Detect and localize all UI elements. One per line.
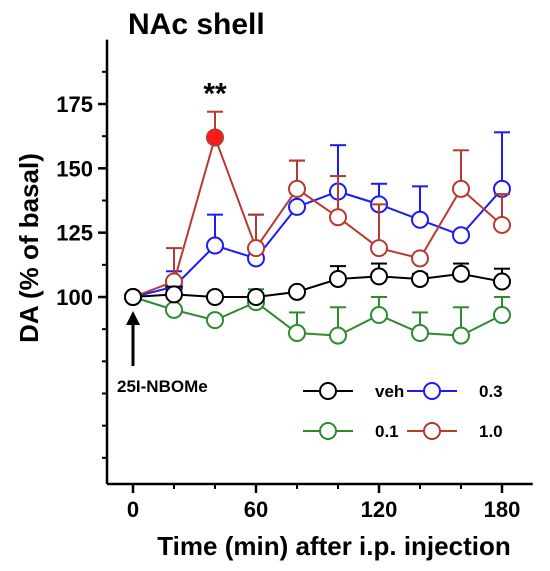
y-tick-label: 175 <box>56 92 93 117</box>
data-point <box>411 324 429 343</box>
data-point <box>329 269 347 288</box>
legend-marker <box>423 382 441 400</box>
data-point <box>452 326 470 345</box>
series-line <box>132 296 503 337</box>
significance-marker: ** <box>203 78 227 111</box>
data-point <box>288 324 306 343</box>
plot-area: ** 25I-NBOMe <box>117 78 511 396</box>
legend-marker <box>423 422 441 440</box>
data-point <box>370 267 388 286</box>
data-point <box>288 197 306 216</box>
x-tick-label: 0 <box>127 497 139 522</box>
data-point <box>411 269 429 288</box>
data-point <box>165 285 183 304</box>
data-point <box>370 239 388 258</box>
injection-arrow-head <box>126 311 140 325</box>
x-tick-label: 120 <box>361 497 398 522</box>
y-axis-label: DA (% of basal) <box>14 153 44 343</box>
data-point <box>247 239 265 258</box>
data-point <box>206 311 224 330</box>
legend-item-0-3: 0.3 <box>407 382 503 401</box>
data-point <box>452 226 470 245</box>
axes: 100 125 150 175 0 60 120 180 <box>56 39 533 522</box>
series-0-1 <box>124 288 511 345</box>
y-tick-label: 100 <box>56 285 93 310</box>
data-point <box>165 300 183 319</box>
legend-item-1-0: 1.0 <box>407 422 503 441</box>
y-tick-label: 125 <box>56 221 93 246</box>
legend-label: 1.0 <box>479 422 503 441</box>
injection-label: 25I-NBOMe <box>117 377 208 396</box>
data-point <box>329 208 347 227</box>
series-0-3 <box>124 131 511 306</box>
y-tick-label: 150 <box>56 156 93 181</box>
data-point <box>493 306 511 325</box>
legend-marker <box>319 382 337 400</box>
series-veh <box>124 262 511 306</box>
data-point <box>329 326 347 345</box>
legend-label: veh <box>375 382 404 401</box>
data-point <box>411 249 429 268</box>
x-tick-label: 180 <box>484 497 521 522</box>
data-point <box>247 288 265 306</box>
data-point <box>206 236 224 255</box>
legend-marker <box>319 422 337 440</box>
chart-title: NAc shell <box>128 8 265 41</box>
data-point <box>206 128 224 147</box>
data-point <box>370 306 388 325</box>
series-line <box>132 188 503 298</box>
data-point <box>452 179 470 198</box>
x-axis-label: Time (min) after i.p. injection <box>157 531 510 561</box>
legend-label: 0.1 <box>375 422 399 441</box>
data-point <box>206 288 224 306</box>
data-point <box>493 215 511 234</box>
series-1-0 <box>124 110 511 306</box>
legend-label: 0.3 <box>479 382 503 401</box>
legend: veh 0.1 0.3 1.0 <box>303 382 503 441</box>
data-point <box>411 210 429 229</box>
legend-item-0-1: 0.1 <box>303 422 399 441</box>
data-point <box>288 179 306 198</box>
data-point <box>452 264 470 283</box>
data-point <box>124 288 142 306</box>
data-point <box>493 272 511 291</box>
series-line <box>132 134 503 298</box>
x-tick-label: 60 <box>244 497 268 522</box>
series-line <box>132 272 503 298</box>
legend-item-veh: veh <box>303 382 404 401</box>
data-point <box>288 282 306 301</box>
